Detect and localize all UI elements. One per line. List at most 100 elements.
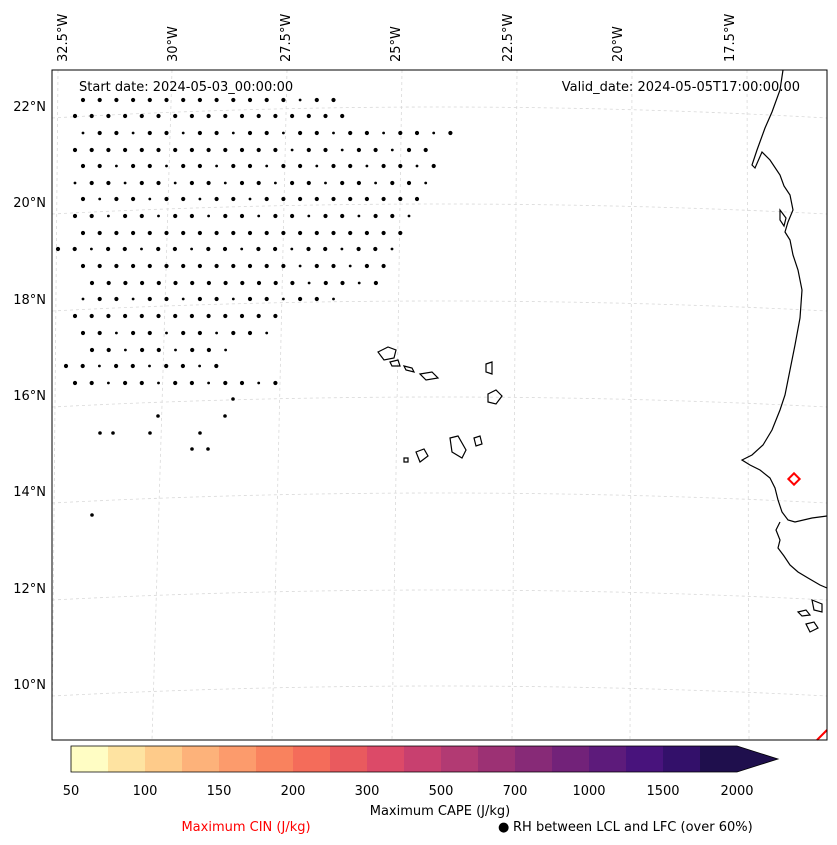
rh-dot xyxy=(114,97,119,103)
rh-dot xyxy=(207,214,211,218)
rh-dot xyxy=(398,196,403,202)
lon-label: 27.5°W xyxy=(279,14,294,62)
rh-dot xyxy=(114,130,119,136)
rh-dot xyxy=(164,263,169,269)
rh-dot xyxy=(214,130,219,136)
rh-dot xyxy=(106,246,111,252)
rh-dot xyxy=(156,180,161,186)
rh-dot xyxy=(432,131,436,135)
rh-dot xyxy=(340,148,344,152)
rh-dot xyxy=(156,147,161,153)
rh-dot xyxy=(214,230,219,236)
rh-dot xyxy=(180,363,185,369)
rh-dot xyxy=(157,214,160,218)
rh-dot xyxy=(364,263,369,269)
cape-verde-fogo xyxy=(415,448,429,463)
rh-dot xyxy=(323,213,328,219)
rh-dot xyxy=(331,263,336,269)
rh-dot xyxy=(306,180,311,186)
rh-dot xyxy=(89,313,94,319)
rh-dot xyxy=(156,246,161,252)
rh-dot xyxy=(139,147,144,153)
rh-dot xyxy=(424,181,428,185)
rh-dot xyxy=(290,213,295,219)
rh-dot xyxy=(314,196,319,202)
cin-marker xyxy=(786,471,802,487)
rh-dot xyxy=(181,330,186,336)
rh-dot xyxy=(281,263,286,269)
rh-dot xyxy=(122,246,127,252)
rh-dot xyxy=(106,113,111,119)
rh-dot xyxy=(314,230,319,236)
rh-dot xyxy=(390,180,395,186)
colorbar-tick-label: 300 xyxy=(355,784,380,799)
colorbar-tick-label: 50 xyxy=(63,784,80,799)
rh-dot xyxy=(323,246,328,252)
lon-label: 25°W xyxy=(389,26,404,62)
rh-dot xyxy=(265,331,269,335)
rh-dot xyxy=(98,197,102,201)
rh-dot xyxy=(181,131,185,135)
cape-colorbar xyxy=(70,745,780,773)
rh-dot xyxy=(190,280,195,286)
rh-dot xyxy=(223,280,228,286)
rh-dot xyxy=(148,431,152,435)
rh-dot xyxy=(222,246,228,252)
rh-dot xyxy=(315,164,319,168)
rh-dot xyxy=(89,213,94,219)
rh-dot xyxy=(197,296,202,302)
rh-dot xyxy=(173,147,178,153)
rh-dot xyxy=(198,364,202,368)
rh-dot xyxy=(181,196,186,202)
rh-dot xyxy=(247,163,253,169)
rh-dot xyxy=(265,164,269,168)
rh-dot xyxy=(348,230,353,236)
colorbar-segment xyxy=(626,746,664,772)
rh-dot xyxy=(264,263,269,269)
rh-dot xyxy=(314,97,319,103)
rh-dot xyxy=(131,330,136,336)
rh-dot xyxy=(206,280,211,286)
rh-dot xyxy=(323,113,328,119)
valid-date-label: Valid_date: 2024-05-05T17:00:00.00 xyxy=(562,80,800,95)
rh-dot xyxy=(314,130,319,136)
rh-dot xyxy=(423,147,428,153)
rh-dot xyxy=(123,213,128,219)
colorbar-tick-label: 500 xyxy=(429,784,454,799)
rh-dot xyxy=(273,147,278,153)
lat-label: 22°N xyxy=(13,100,46,115)
rh-dot xyxy=(356,147,361,153)
rh-dot xyxy=(257,214,261,218)
rh-dot xyxy=(239,380,245,386)
rh-dot xyxy=(164,296,169,302)
rh-dot xyxy=(214,97,219,103)
rh-dot xyxy=(98,431,102,435)
rh-dot xyxy=(431,163,436,169)
rh-dot xyxy=(72,147,78,153)
rh-dot xyxy=(298,264,302,268)
rh-dot xyxy=(298,98,302,102)
rh-dot xyxy=(298,163,303,169)
rh-dot xyxy=(131,263,136,269)
rh-dot xyxy=(348,163,353,169)
rh-dot xyxy=(55,246,61,252)
rh-dot xyxy=(106,147,111,153)
rh-dot xyxy=(115,164,118,168)
rh-dot xyxy=(181,97,186,103)
rh-dot xyxy=(223,181,227,185)
rh-dot xyxy=(97,97,102,103)
rh-dot xyxy=(290,180,295,186)
rh-dot xyxy=(90,513,94,517)
rh-dot xyxy=(131,163,136,169)
rh-dot xyxy=(189,313,194,319)
colorbar-segment xyxy=(478,746,516,772)
rh-dot xyxy=(147,97,152,103)
rh-dot xyxy=(348,196,353,202)
rh-dot xyxy=(147,130,152,136)
rh-dot xyxy=(340,113,345,119)
rh-dot xyxy=(365,164,369,168)
colorbar-segment xyxy=(182,746,220,772)
rh-dot xyxy=(197,130,202,136)
latitude-labels: 22°N 20°N 18°N 16°N 14°N 12°N 10°N xyxy=(13,100,46,693)
rh-dot xyxy=(282,131,285,135)
